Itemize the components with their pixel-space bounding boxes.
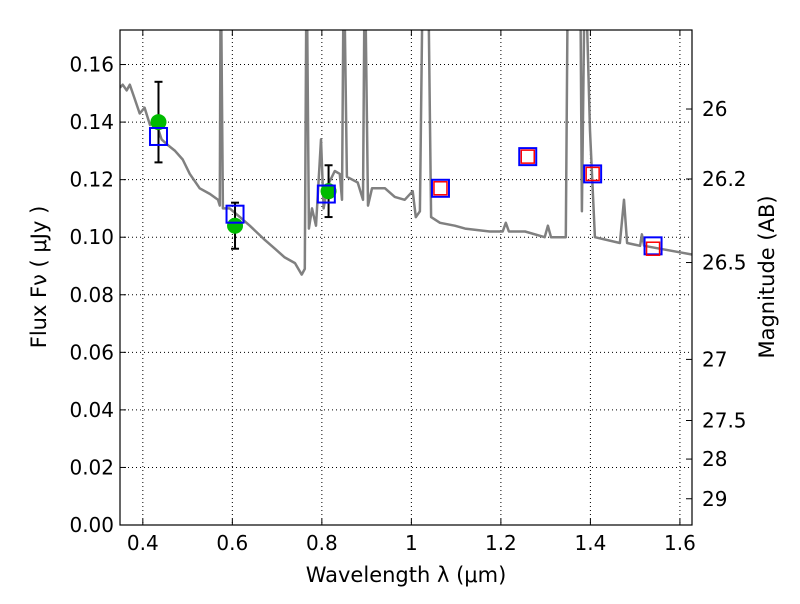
x-tick-label: 1.6 <box>664 531 696 555</box>
right-tick-label: 28 <box>702 447 727 471</box>
right-tick-label: 29 <box>702 487 727 511</box>
x-tick-label: 0.8 <box>306 531 338 555</box>
right-tick-label: 26 <box>702 97 727 121</box>
y-tick-label: 0.10 <box>69 225 114 249</box>
observed-photometry-point <box>227 217 244 234</box>
plot-frame <box>119 29 693 526</box>
spectrum-line <box>120 30 692 276</box>
x-tick-label: 1.2 <box>485 531 517 555</box>
y-tick-label: 0.02 <box>69 455 114 479</box>
x-tick-label: 1 <box>405 531 418 555</box>
x-tick-label: 0.4 <box>127 531 159 555</box>
x-tick-label: 1.4 <box>574 531 606 555</box>
predicted-photometry-square <box>585 166 600 182</box>
predicted-photometry-square <box>520 149 535 164</box>
x-tick-label: 0.6 <box>216 531 248 555</box>
right-tick-label: 27.5 <box>702 409 747 433</box>
right-tick-label: 26.5 <box>702 251 747 275</box>
model-photometry-square <box>518 147 538 167</box>
y-tick-label: 0.00 <box>69 513 114 537</box>
observed-photometry-point <box>320 183 337 200</box>
right-axis-label: Magnitude (AB) <box>755 195 779 358</box>
model-photometry-square <box>148 126 168 146</box>
observed-photometry-point <box>150 114 167 131</box>
y-axis-label: Flux Fν ( μJy ) <box>27 206 51 349</box>
model-photometry-square <box>316 184 336 204</box>
model-photometry-square <box>583 164 603 184</box>
x-axis-label: Wavelength λ (μm) <box>306 563 507 587</box>
model-photometry-square <box>225 204 245 224</box>
ticks: 0.4 0.6 0.8 1 1.2 1.4 1.6 0.00 0.02 0.04 0.06 0.08 0… <box>69 30 747 555</box>
y-tick-label: 0.08 <box>69 283 114 307</box>
predicted-photometry-square <box>645 241 661 256</box>
right-tick-label: 26.2 <box>702 167 747 191</box>
y-tick-label: 0.14 <box>69 110 114 134</box>
model-photometry-square <box>430 178 450 198</box>
y-tick-label: 0.06 <box>69 340 114 364</box>
y-tick-label: 0.04 <box>69 398 114 422</box>
right-tick-label: 27 <box>702 347 727 371</box>
plot-marks <box>120 30 692 276</box>
y-tick-label: 0.16 <box>69 53 114 77</box>
y-tick-label: 0.12 <box>69 168 114 192</box>
predicted-photometry-square <box>433 181 448 196</box>
grid <box>120 30 692 526</box>
model-photometry-square <box>643 236 663 256</box>
